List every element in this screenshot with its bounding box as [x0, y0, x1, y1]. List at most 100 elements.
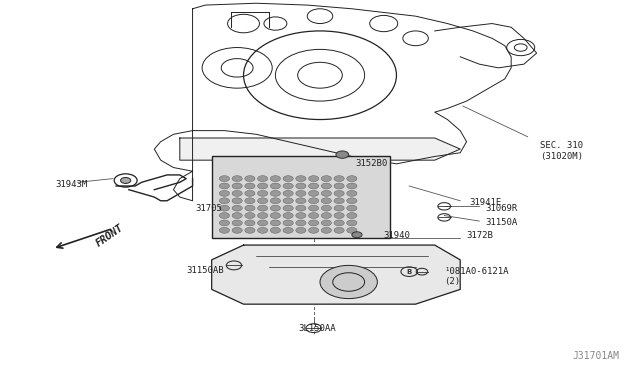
- Circle shape: [283, 190, 293, 196]
- Circle shape: [270, 198, 280, 204]
- Circle shape: [220, 227, 230, 233]
- Circle shape: [321, 212, 332, 218]
- Circle shape: [283, 205, 293, 211]
- Circle shape: [270, 220, 280, 226]
- Circle shape: [120, 177, 131, 183]
- Circle shape: [270, 183, 280, 189]
- Circle shape: [308, 212, 319, 218]
- Circle shape: [308, 205, 319, 211]
- Circle shape: [296, 227, 306, 233]
- Circle shape: [232, 212, 243, 218]
- Circle shape: [232, 183, 243, 189]
- Circle shape: [245, 212, 255, 218]
- Circle shape: [220, 183, 230, 189]
- Circle shape: [245, 176, 255, 182]
- Circle shape: [347, 183, 357, 189]
- Circle shape: [257, 205, 268, 211]
- Circle shape: [308, 220, 319, 226]
- Circle shape: [283, 183, 293, 189]
- Text: 31150AB: 31150AB: [186, 266, 224, 275]
- Text: 31150A: 31150A: [486, 218, 518, 227]
- Text: 3152B0: 3152B0: [355, 159, 387, 169]
- Text: FRONT: FRONT: [94, 223, 125, 249]
- Circle shape: [245, 227, 255, 233]
- Circle shape: [220, 190, 230, 196]
- Circle shape: [220, 176, 230, 182]
- Text: ¹081A0-6121A
(2): ¹081A0-6121A (2): [444, 267, 509, 286]
- Circle shape: [321, 205, 332, 211]
- Circle shape: [245, 190, 255, 196]
- Circle shape: [296, 176, 306, 182]
- Circle shape: [270, 212, 280, 218]
- Circle shape: [334, 190, 344, 196]
- Circle shape: [220, 212, 230, 218]
- Circle shape: [347, 176, 357, 182]
- Circle shape: [334, 205, 344, 211]
- Circle shape: [245, 220, 255, 226]
- Circle shape: [245, 205, 255, 211]
- Circle shape: [257, 183, 268, 189]
- Circle shape: [232, 198, 243, 204]
- Circle shape: [334, 198, 344, 204]
- Circle shape: [270, 190, 280, 196]
- Circle shape: [352, 232, 362, 238]
- Circle shape: [321, 227, 332, 233]
- Circle shape: [283, 176, 293, 182]
- Text: 31940: 31940: [384, 231, 411, 240]
- Circle shape: [283, 227, 293, 233]
- Circle shape: [245, 198, 255, 204]
- Circle shape: [347, 205, 357, 211]
- Circle shape: [257, 212, 268, 218]
- Circle shape: [220, 220, 230, 226]
- Circle shape: [334, 183, 344, 189]
- Circle shape: [321, 183, 332, 189]
- Circle shape: [347, 190, 357, 196]
- Circle shape: [296, 183, 306, 189]
- Circle shape: [257, 220, 268, 226]
- Circle shape: [296, 220, 306, 226]
- Circle shape: [257, 227, 268, 233]
- Circle shape: [296, 198, 306, 204]
- Circle shape: [232, 190, 243, 196]
- Circle shape: [336, 151, 349, 158]
- Circle shape: [232, 220, 243, 226]
- Text: 3L150AA: 3L150AA: [298, 324, 335, 333]
- Circle shape: [270, 205, 280, 211]
- Circle shape: [257, 190, 268, 196]
- Text: 31069R: 31069R: [486, 203, 518, 213]
- Circle shape: [308, 176, 319, 182]
- Text: 31941E: 31941E: [470, 198, 502, 207]
- Circle shape: [270, 227, 280, 233]
- Circle shape: [296, 212, 306, 218]
- Circle shape: [308, 190, 319, 196]
- Circle shape: [347, 227, 357, 233]
- Circle shape: [320, 265, 378, 299]
- Circle shape: [347, 220, 357, 226]
- Circle shape: [245, 183, 255, 189]
- Circle shape: [347, 212, 357, 218]
- Circle shape: [232, 227, 243, 233]
- Circle shape: [308, 227, 319, 233]
- Circle shape: [334, 227, 344, 233]
- Circle shape: [334, 220, 344, 226]
- Circle shape: [321, 220, 332, 226]
- Circle shape: [321, 198, 332, 204]
- Circle shape: [321, 176, 332, 182]
- Text: 3172B: 3172B: [467, 231, 493, 240]
- Circle shape: [296, 190, 306, 196]
- Polygon shape: [180, 138, 460, 160]
- Circle shape: [220, 198, 230, 204]
- Text: SEC. 310
(31020M): SEC. 310 (31020M): [540, 141, 583, 161]
- Circle shape: [232, 176, 243, 182]
- Circle shape: [296, 205, 306, 211]
- Circle shape: [283, 220, 293, 226]
- Circle shape: [334, 212, 344, 218]
- Circle shape: [308, 198, 319, 204]
- Circle shape: [232, 205, 243, 211]
- Polygon shape: [212, 245, 460, 304]
- Circle shape: [257, 198, 268, 204]
- Text: B: B: [406, 269, 412, 275]
- Circle shape: [257, 176, 268, 182]
- Circle shape: [283, 198, 293, 204]
- Circle shape: [321, 190, 332, 196]
